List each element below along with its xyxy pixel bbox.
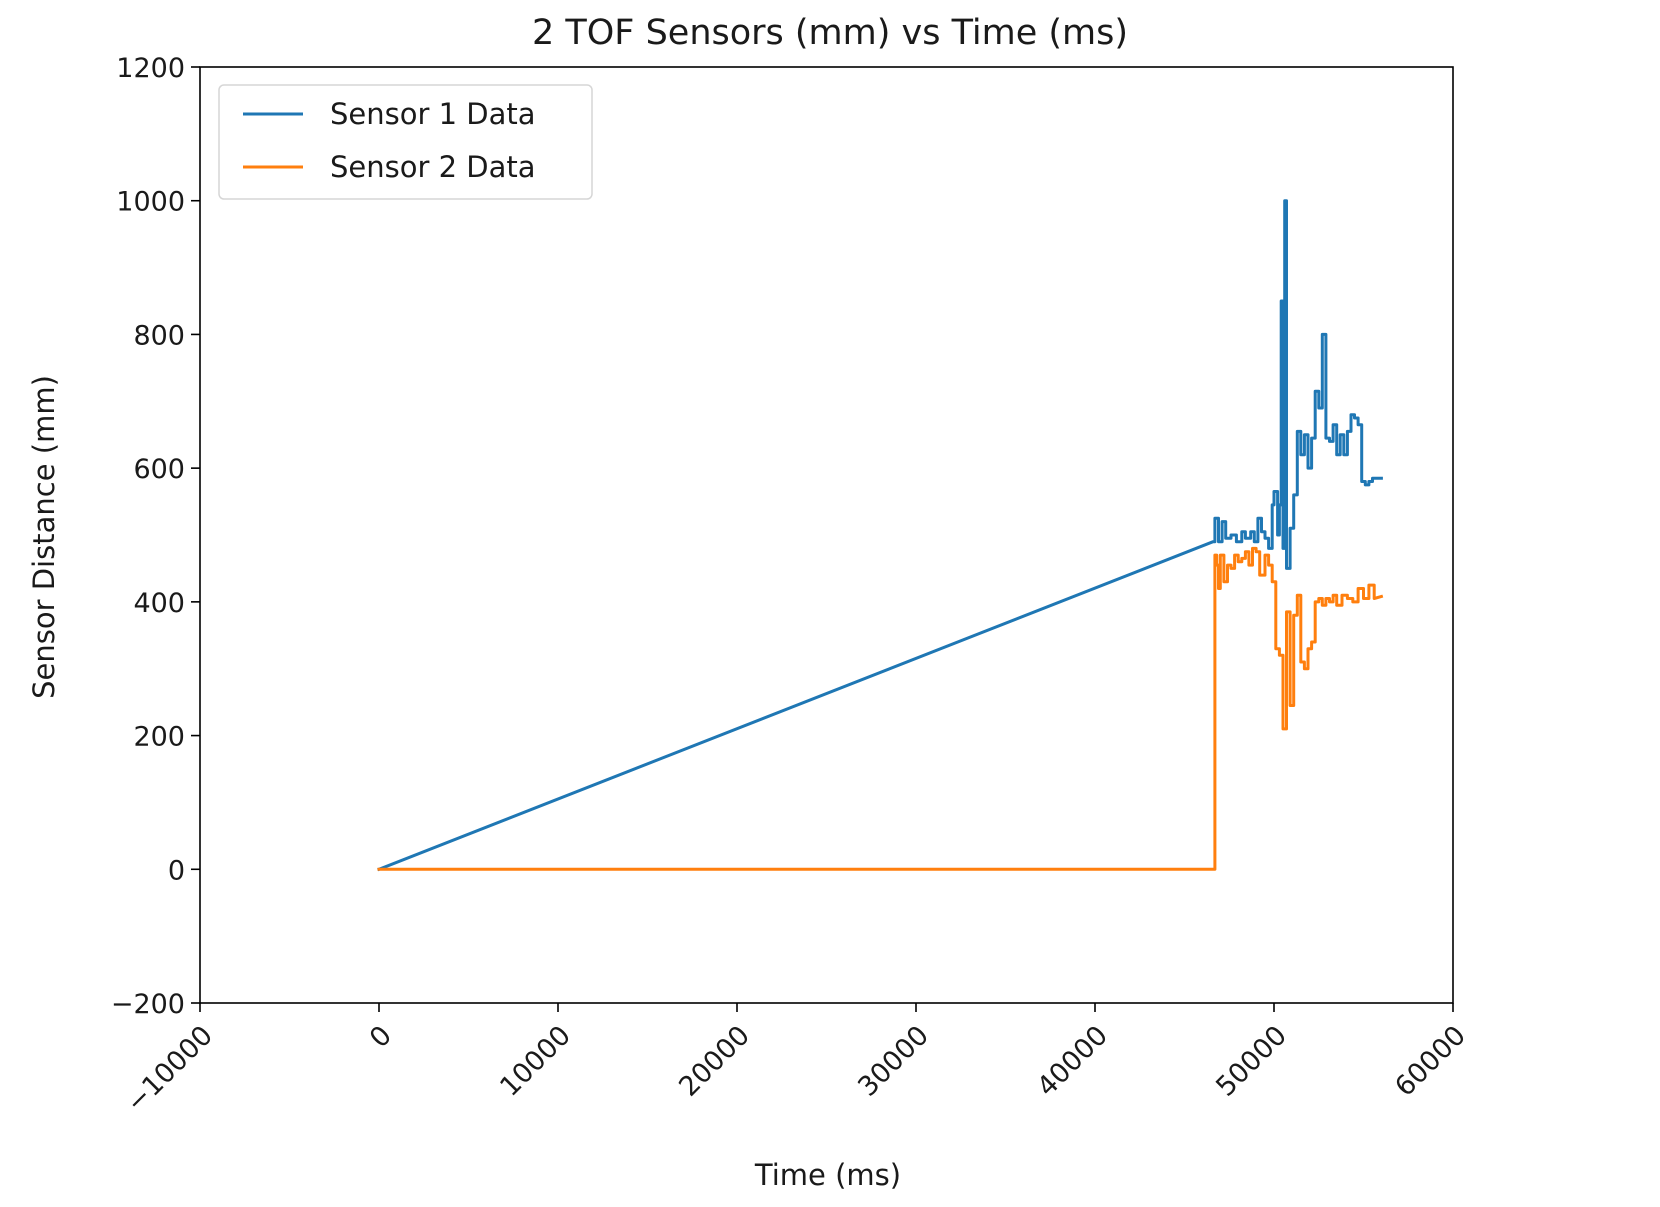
y-tick-label: 1000 bbox=[116, 187, 185, 218]
legend-label-2: Sensor 2 Data bbox=[330, 150, 536, 184]
y-tick-label: 200 bbox=[133, 722, 185, 753]
y-tick-label: 1200 bbox=[116, 53, 185, 84]
y-tick-label: 600 bbox=[133, 454, 185, 485]
legend-box bbox=[218, 84, 593, 200]
axes-frame bbox=[199, 66, 1454, 1004]
y-tick-label: 800 bbox=[133, 320, 185, 351]
y-tick-label: 400 bbox=[133, 588, 185, 619]
x-axis-label: Time (ms) bbox=[754, 1158, 901, 1192]
series-line-1 bbox=[377, 199, 1383, 872]
series-layer bbox=[377, 199, 1384, 872]
legend-label-1: Sensor 1 Data bbox=[330, 97, 536, 131]
series-line-2 bbox=[377, 546, 1384, 871]
y-tick-label: 0 bbox=[168, 855, 185, 886]
legend: Sensor 1 Data Sensor 2 Data bbox=[218, 84, 593, 200]
y-axis-label: Sensor Distance (mm) bbox=[27, 375, 61, 699]
y-tick-label: −200 bbox=[111, 989, 185, 1020]
y-axis-ticks: −200 0 200 400 600 800 1000 1200 bbox=[111, 53, 200, 1020]
chart-title: 2 TOF Sensors (mm) vs Time (ms) bbox=[532, 13, 1128, 53]
